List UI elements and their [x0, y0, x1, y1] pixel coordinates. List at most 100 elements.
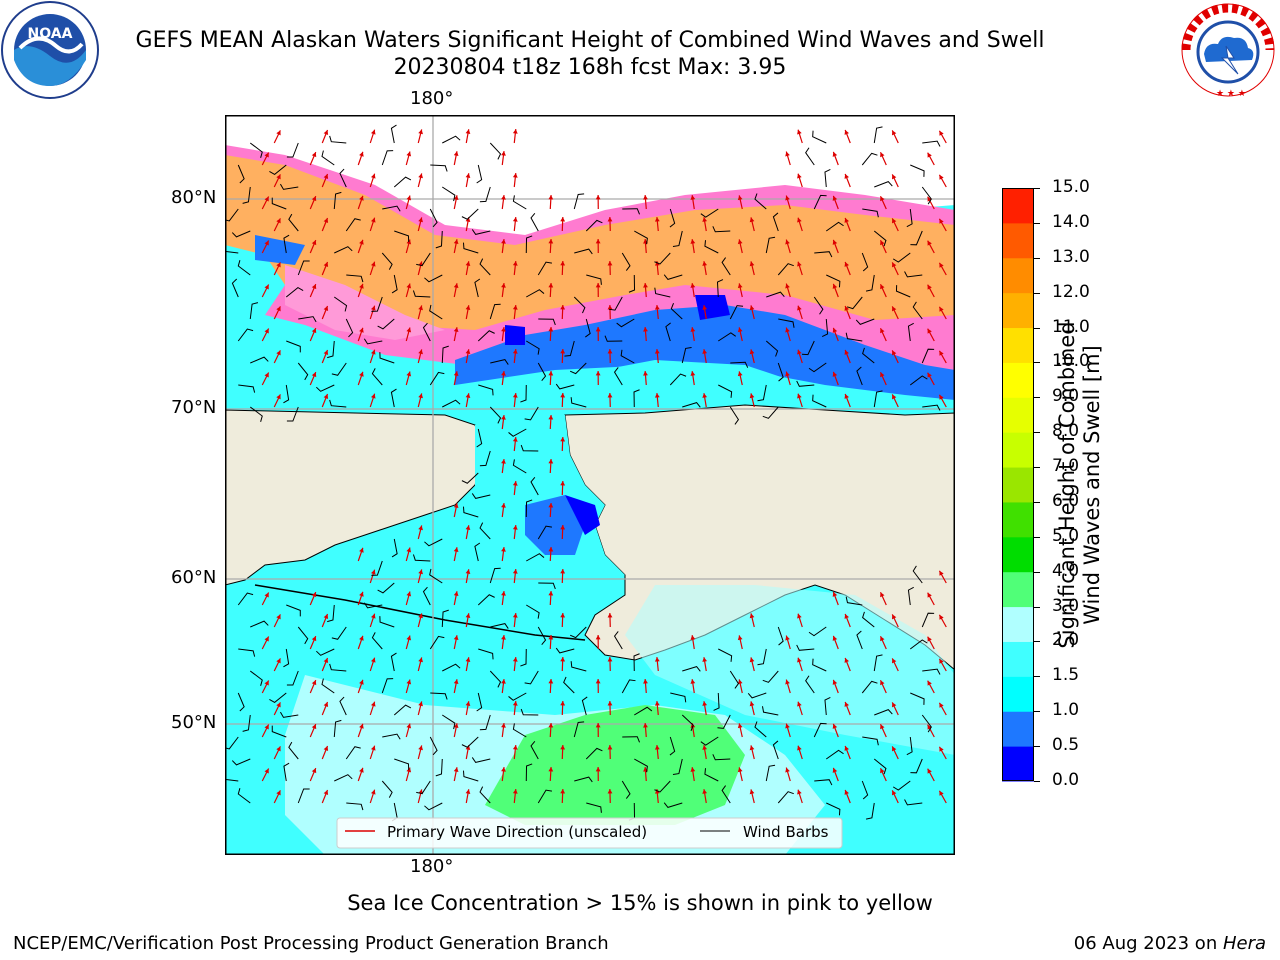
wind-barb: [765, 236, 776, 254]
wind-barb: [865, 802, 875, 820]
wave-direction-arrowhead: [737, 327, 743, 333]
wind-barb: [331, 626, 347, 640]
wave-direction-arrowhead: [453, 371, 459, 377]
wind-barb: [585, 219, 603, 232]
wind-barb: [271, 197, 287, 210]
colorbar-tick-label: 10.0: [1052, 351, 1090, 372]
wind-barb: [712, 754, 731, 761]
wave-direction-arrowhead: [453, 327, 459, 333]
wind-barb: [441, 609, 449, 628]
wave-direction-arrowhead: [891, 790, 897, 796]
wave-direction-arrowhead: [453, 151, 459, 157]
wind-barb: [570, 661, 587, 672]
wind-barb: [237, 328, 254, 342]
wind-barb: [508, 428, 527, 437]
wave-direction-arrowhead: [370, 789, 376, 795]
wind-barb: [416, 252, 431, 267]
wind-barb: [442, 714, 456, 730]
wave-direction-arrowhead: [406, 283, 412, 289]
colorbar-tick-mark: [1034, 781, 1040, 782]
colorbar-tick-mark: [1034, 536, 1040, 538]
wave-direction-arrowhead: [465, 261, 471, 266]
wave-direction-arrowhead: [844, 393, 849, 399]
wave-direction-arrowhead: [939, 218, 944, 224]
wave-direction-arrowhead: [607, 745, 613, 750]
wave-direction-arrowhead: [323, 702, 329, 707]
wave-direction-arrowhead: [785, 679, 790, 685]
wave-direction-arrowhead: [323, 658, 329, 663]
wind-barb: [717, 714, 731, 729]
wave-direction-arrowhead: [927, 240, 932, 246]
wave-direction-arrowhead: [560, 393, 566, 398]
wind-barb: [490, 623, 509, 629]
wave-direction-arrowhead: [891, 746, 897, 752]
wind-barb: [377, 318, 395, 330]
wind-barb: [912, 565, 923, 584]
wave-direction-arrowhead: [501, 723, 506, 728]
wave-direction-arrowhead: [702, 261, 708, 266]
wind-barb: [805, 147, 815, 166]
wave-direction-arrowhead: [418, 393, 423, 399]
wave-direction-arrowhead: [406, 679, 412, 685]
wave-direction-arrowhead: [560, 525, 566, 530]
wind-barb: [704, 768, 719, 782]
wave-direction-arrowhead: [501, 459, 506, 464]
colorbar-tick-label: 11.0: [1052, 316, 1090, 337]
wind-barb: [873, 230, 887, 247]
wave-direction-arrowhead: [264, 680, 269, 686]
wave-direction-arrowhead: [654, 745, 660, 750]
wind-barb: [634, 758, 648, 773]
wave-direction-arrowhead: [832, 591, 838, 597]
wave-direction-arrowhead: [276, 218, 281, 224]
wave-direction-arrowhead: [512, 217, 518, 222]
wind-barb: [821, 318, 829, 338]
wind-barb: [269, 692, 287, 704]
wind-barb: [669, 736, 676, 756]
wind-barb: [249, 406, 263, 422]
wind-barb: [704, 240, 719, 254]
wave-direction-arrowhead: [276, 262, 281, 268]
colorbar-tick-mark: [1034, 676, 1040, 678]
wave-direction-arrowhead: [891, 702, 897, 708]
wave-direction-arrowhead: [880, 636, 885, 642]
wind-barb: [422, 586, 431, 606]
colorbar-tick-mark: [1034, 746, 1040, 748]
wind-barb: [634, 230, 648, 245]
wave-direction-arrowhead: [797, 745, 802, 751]
colorbar-tick-label: 5.0: [1052, 525, 1080, 546]
colorbar-tick-label: 6.0: [1052, 490, 1080, 511]
wind-barb: [525, 499, 533, 518]
wind-barb: [700, 208, 719, 218]
wave-direction-arrowhead: [690, 327, 696, 332]
wave-direction-arrowhead: [370, 349, 376, 355]
wind-barb: [297, 626, 309, 645]
wave-direction-arrowhead: [264, 372, 269, 378]
wind-barb: [286, 142, 299, 158]
wind-barb: [654, 287, 671, 298]
wind-barb: [471, 757, 491, 763]
wave-direction-arrowhead: [832, 635, 838, 641]
wave-direction-arrowhead: [465, 701, 471, 706]
wind-barb: [280, 711, 299, 718]
wave-direction-arrowhead: [465, 569, 471, 574]
wave-direction-arrowhead: [844, 657, 849, 663]
wind-barb: [297, 362, 309, 381]
wind-barb: [538, 318, 556, 326]
wave-direction-arrowhead: [844, 745, 849, 751]
wave-direction-arrowhead: [359, 151, 364, 157]
chart-title-line1: GEFS MEAN Alaskan Waters Significant Hei…: [135, 28, 1045, 53]
wave-direction-arrowhead: [359, 635, 364, 641]
wave-direction-arrowhead: [832, 371, 838, 377]
colorbar-cell: [1002, 711, 1034, 747]
wind-barb: [512, 195, 527, 210]
colorbar-tick-label: 0.5: [1052, 735, 1080, 756]
wind-barb: [663, 802, 683, 808]
wave-direction-arrowhead: [832, 327, 838, 333]
wind-barb: [429, 304, 443, 320]
wind-barb: [825, 221, 844, 232]
wind-barb: [765, 340, 779, 357]
wave-direction-arrowhead: [560, 657, 566, 662]
wind-barb: [526, 604, 540, 619]
wave-direction-arrowhead: [832, 723, 838, 729]
wind-barb: [371, 632, 383, 650]
